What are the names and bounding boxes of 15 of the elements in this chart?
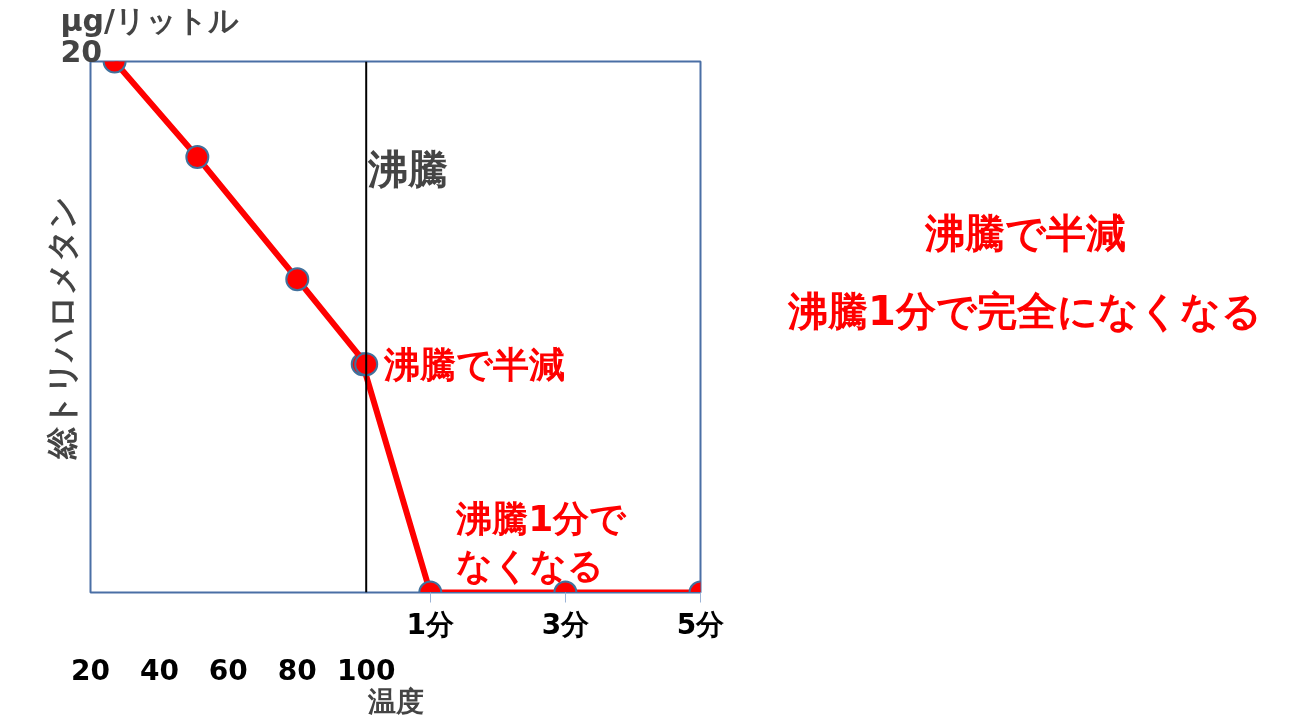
annotation: 沸騰1分でなくなる <box>455 498 628 587</box>
annotation: 沸騰で半減 <box>383 343 566 385</box>
x-tick-label: 20 <box>71 653 110 687</box>
x-tick-label: 100 <box>336 653 396 687</box>
text: 沸騰1分で完全になくなる <box>788 287 1262 336</box>
x-tick-label: 40 <box>139 653 179 687</box>
x2-tick-label: 1分 <box>406 607 456 641</box>
ref-line-label: 沸騰 <box>367 145 449 192</box>
x2-tick-label: 5分 <box>676 607 726 641</box>
x-tick-label: 80 <box>277 653 317 687</box>
y-axis-title: 総トリハロメタン <box>42 195 81 460</box>
text: 沸騰で半減 <box>923 209 1127 258</box>
x-axis-title: 温度 <box>366 684 424 718</box>
x-tick-label: 60 <box>208 653 248 687</box>
x2-tick-label: 3分 <box>541 607 591 641</box>
